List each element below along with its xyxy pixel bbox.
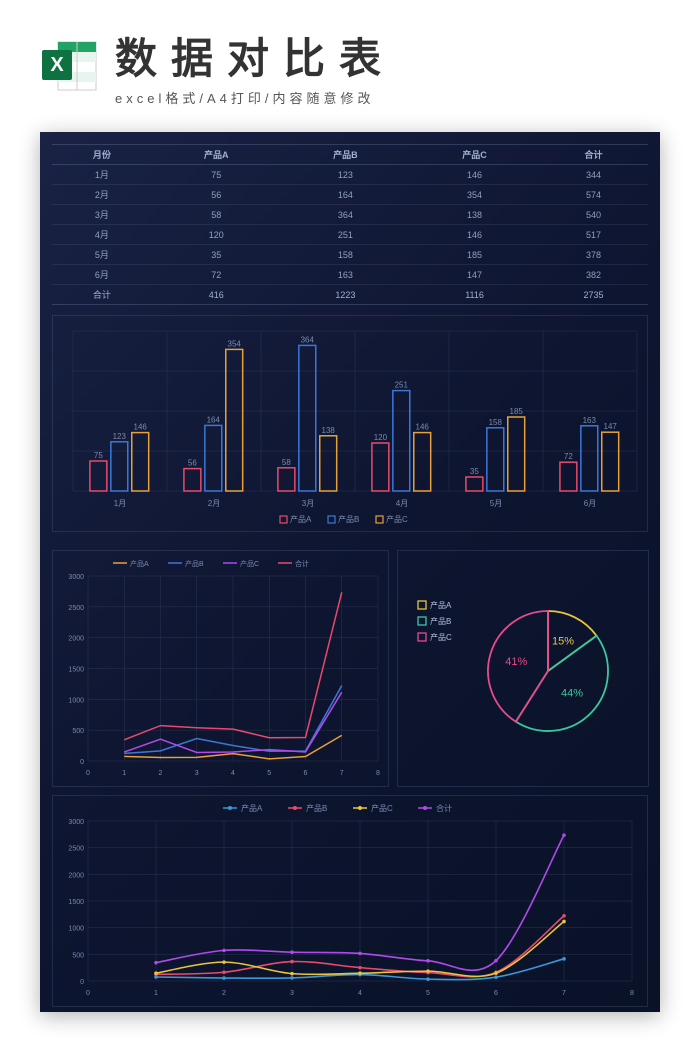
svg-text:7: 7: [562, 990, 566, 997]
svg-text:8: 8: [630, 990, 634, 997]
svg-text:354: 354: [228, 339, 242, 348]
svg-text:2000: 2000: [68, 636, 84, 643]
svg-text:2: 2: [222, 990, 226, 997]
svg-text:185: 185: [510, 407, 524, 416]
svg-text:0: 0: [80, 979, 84, 986]
table-row: 4月120251146517: [52, 225, 648, 245]
svg-text:0: 0: [80, 759, 84, 766]
svg-text:2: 2: [159, 770, 163, 777]
data-table: 月份产品A产品B产品C合计 1月751231463442月56164354574…: [52, 144, 648, 305]
svg-text:产品B: 产品B: [306, 803, 327, 813]
svg-text:1500: 1500: [68, 667, 84, 674]
page-title: 数据对比表: [115, 25, 660, 86]
svg-text:4月: 4月: [396, 499, 408, 508]
line-chart-2: 产品A 产品B 产品C 合计 0 500 1000 1500 2000 2500 3000 0 1 2 3 4…: [52, 795, 648, 1007]
table-row: 3月58364138540: [52, 205, 648, 225]
svg-text:5月: 5月: [490, 499, 502, 508]
svg-text:合计: 合计: [436, 803, 452, 813]
svg-text:4: 4: [231, 770, 235, 777]
svg-text:1月: 1月: [114, 499, 126, 508]
svg-text:364: 364: [301, 335, 315, 344]
svg-text:8: 8: [376, 770, 380, 777]
table-header: 月份: [52, 145, 152, 165]
svg-text:产品A: 产品A: [430, 600, 452, 610]
svg-text:6月: 6月: [584, 499, 596, 508]
table-header: 产品B: [281, 145, 410, 165]
svg-text:2500: 2500: [68, 605, 84, 612]
svg-text:58: 58: [282, 458, 291, 467]
svg-text:35: 35: [470, 467, 479, 476]
svg-text:0: 0: [86, 990, 90, 997]
svg-text:44%: 44%: [561, 688, 583, 700]
svg-text:产品C: 产品C: [386, 514, 408, 524]
svg-text:产品C: 产品C: [240, 559, 259, 568]
svg-text:164: 164: [207, 415, 221, 424]
svg-text:产品A: 产品A: [241, 803, 263, 813]
svg-text:5: 5: [426, 990, 430, 997]
svg-text:6: 6: [304, 770, 308, 777]
svg-text:2500: 2500: [68, 846, 84, 853]
svg-text:146: 146: [416, 423, 430, 432]
line-chart: 产品A 产品B 产品C 合计 0 500 1000 1500 2000 2500 3000 0 1 2 3 4…: [52, 550, 389, 787]
pie-chart: 15% 44% 41% 产品A 产品B 产品C: [397, 550, 649, 787]
svg-text:56: 56: [188, 459, 197, 468]
svg-text:3: 3: [290, 990, 294, 997]
svg-text:产品B: 产品B: [430, 616, 451, 626]
svg-text:3月: 3月: [302, 499, 314, 508]
svg-text:3000: 3000: [68, 574, 84, 581]
svg-text:72: 72: [564, 452, 573, 461]
svg-text:产品A: 产品A: [290, 514, 312, 524]
svg-text:1000: 1000: [68, 697, 84, 704]
svg-text:产品B: 产品B: [185, 559, 204, 568]
excel-icon: X: [40, 36, 100, 96]
svg-text:41%: 41%: [505, 656, 527, 668]
table-total-row: 合计416122311162735: [52, 285, 648, 305]
table-header: 产品C: [410, 145, 539, 165]
table-header: 合计: [539, 145, 648, 165]
svg-text:120: 120: [374, 433, 388, 442]
spreadsheet-panel: 月份产品A产品B产品C合计 1月751231463442月56164354574…: [40, 132, 660, 1012]
svg-text:138: 138: [322, 426, 336, 435]
svg-text:15%: 15%: [552, 636, 574, 648]
table-row: 1月75123146344: [52, 165, 648, 185]
svg-text:1500: 1500: [68, 899, 84, 906]
table-header: 产品A: [152, 145, 281, 165]
svg-text:163: 163: [583, 416, 597, 425]
svg-text:146: 146: [134, 423, 148, 432]
svg-text:1: 1: [122, 770, 126, 777]
svg-text:2000: 2000: [68, 872, 84, 879]
svg-text:500: 500: [72, 728, 84, 735]
svg-text:X: X: [50, 54, 64, 76]
svg-text:产品B: 产品B: [338, 514, 359, 524]
table-row: 2月56164354574: [52, 185, 648, 205]
svg-text:3: 3: [195, 770, 199, 777]
svg-text:合计: 合计: [295, 559, 309, 568]
svg-text:123: 123: [113, 432, 127, 441]
svg-text:7: 7: [340, 770, 344, 777]
svg-text:产品A: 产品A: [130, 559, 149, 568]
svg-text:0: 0: [86, 770, 90, 777]
page-header: X 数据对比表 excel格式/A4打印/内容随意修改: [0, 0, 700, 122]
svg-text:147: 147: [604, 422, 618, 431]
svg-text:4: 4: [358, 990, 362, 997]
svg-text:3000: 3000: [68, 819, 84, 826]
svg-text:251: 251: [395, 381, 409, 390]
svg-text:5: 5: [267, 770, 271, 777]
bar-chart: 75 123 146 1月 56 164 354 2月 58 364 138 3月 120 251 146 4…: [52, 315, 648, 532]
svg-text:500: 500: [72, 952, 84, 959]
svg-text:2月: 2月: [208, 499, 220, 508]
table-row: 5月35158185378: [52, 245, 648, 265]
svg-text:产品C: 产品C: [430, 632, 452, 642]
table-row: 6月72163147382: [52, 265, 648, 285]
page-subtitle: excel格式/A4打印/内容随意修改: [115, 88, 660, 107]
svg-text:1000: 1000: [68, 926, 84, 933]
svg-text:75: 75: [94, 451, 103, 460]
svg-text:158: 158: [489, 418, 503, 427]
svg-text:产品C: 产品C: [371, 803, 393, 813]
svg-text:1: 1: [154, 990, 158, 997]
svg-text:6: 6: [494, 990, 498, 997]
